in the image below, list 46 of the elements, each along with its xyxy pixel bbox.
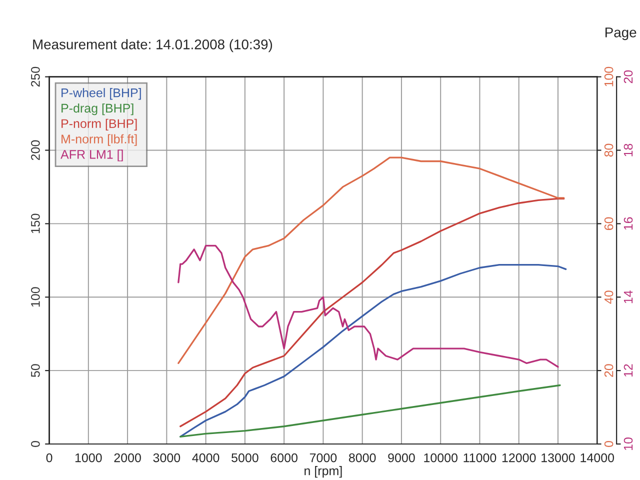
chart-title: Measurement date: 14.01.2008 (10:39) bbox=[33, 39, 272, 52]
line-series bbox=[180, 264, 567, 438]
line-series bbox=[178, 156, 565, 364]
y3-tick-label: 12 bbox=[624, 364, 633, 377]
y2-tick-label: 0 bbox=[604, 441, 614, 447]
y-tick-label: 0 bbox=[31, 441, 40, 447]
x-tick-label: 14000 bbox=[580, 453, 614, 462]
y2-tick-label: 80 bbox=[604, 144, 614, 157]
x-tick-label: 13000 bbox=[542, 453, 575, 462]
line-series bbox=[180, 384, 561, 438]
y-tick-label: 50 bbox=[31, 364, 40, 378]
y2-tick-label: 100 bbox=[604, 66, 614, 86]
y-tick-label: 200 bbox=[31, 140, 40, 160]
text: P-wheel [BHP] bbox=[62, 88, 141, 100]
x-tick-label: 1000 bbox=[75, 453, 102, 462]
text: P-drag [BHP] bbox=[62, 103, 134, 116]
text: AFR LM1 [] bbox=[60, 150, 123, 162]
line-series bbox=[180, 198, 565, 428]
y3-tick-label: 18 bbox=[624, 144, 633, 156]
y2-tick-label: 20 bbox=[604, 364, 614, 377]
x-axis-title: n [rpm] bbox=[304, 466, 342, 478]
x-tick-label: 3000 bbox=[153, 453, 180, 462]
x-tick-label: 7000 bbox=[310, 453, 337, 462]
x-tick-label: 12000 bbox=[502, 453, 536, 462]
x-tick-label: 9000 bbox=[388, 453, 415, 462]
x-tick-label: 5000 bbox=[232, 453, 258, 462]
y3-tick-label: 10 bbox=[624, 438, 633, 450]
y3-tick-label: 14 bbox=[624, 290, 633, 304]
x-tick-label: 6000 bbox=[270, 453, 298, 462]
x-tick-label: 4000 bbox=[192, 453, 220, 462]
text: Page bbox=[606, 28, 636, 40]
y-tick-label: 100 bbox=[31, 287, 40, 307]
y-tick-label: 250 bbox=[31, 66, 40, 87]
x-tick-label: 10000 bbox=[424, 453, 458, 462]
x-tick-label: 2000 bbox=[114, 453, 141, 462]
text: P-norm [BHP] bbox=[62, 118, 137, 131]
x-tick-label: 11000 bbox=[464, 453, 496, 462]
line-series bbox=[178, 244, 559, 368]
y-tick-label: 150 bbox=[31, 214, 40, 234]
text: M-norm [lbf.ft] bbox=[62, 134, 137, 146]
y2-tick-label: 60 bbox=[604, 217, 614, 230]
y3-tick-label: 16 bbox=[624, 217, 633, 230]
x-tick-label: 8000 bbox=[348, 453, 376, 462]
y2-tick-label: 40 bbox=[604, 290, 614, 304]
x-tick-label: 0 bbox=[46, 453, 52, 462]
y3-tick-label: 20 bbox=[624, 70, 633, 84]
